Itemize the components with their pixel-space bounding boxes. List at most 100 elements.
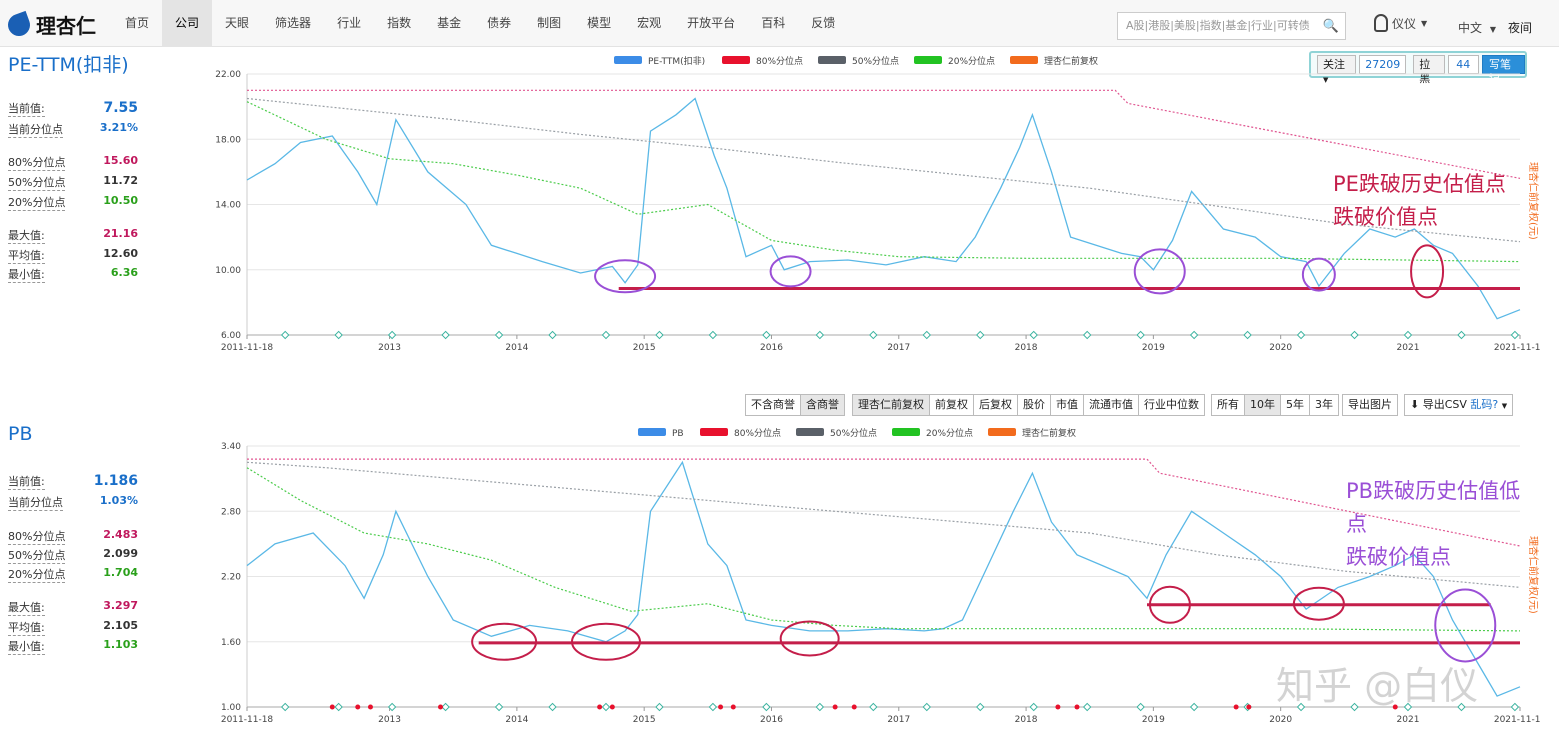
highlight-circle: [570, 622, 641, 661]
x-tick-label: 2011-11-18: [221, 343, 274, 353]
legend-label: 理杏仁前复权: [1022, 427, 1076, 439]
search-icon[interactable]: 🔍: [1322, 19, 1339, 34]
search-placeholder: A股|港股|美股|指数|基金|行业|可转债: [1126, 19, 1310, 32]
language-label: 中文: [1458, 21, 1483, 35]
event-marker: [1243, 330, 1252, 340]
right-axis-label: 理杏仁前复权(元): [1527, 536, 1540, 614]
range-option-button[interactable]: 10年: [1244, 394, 1281, 416]
x-tick-label: 2013: [378, 343, 401, 353]
event-marker: [655, 330, 664, 340]
price-type-option-button[interactable]: 理杏仁前复权: [852, 394, 930, 416]
goodwill-option-button[interactable]: 含商誉: [800, 394, 845, 416]
stat-label: 最大值:: [8, 601, 45, 616]
nav-item[interactable]: 筛选器: [275, 16, 312, 30]
goodwill-option-button[interactable]: 不含商誉: [745, 394, 801, 416]
event-marker: [1350, 702, 1359, 712]
stat-value: 1.704: [103, 566, 138, 579]
night-mode-toggle[interactable]: 夜间: [1508, 21, 1533, 35]
nav-item[interactable]: 基金: [437, 16, 462, 30]
event-marker: [1457, 330, 1466, 340]
event-marker: [494, 330, 504, 340]
nav-item[interactable]: 天眼: [225, 16, 250, 30]
legend-swatch: [614, 56, 642, 64]
event-marker: [815, 702, 825, 712]
search-input[interactable]: A股|港股|美股|指数|基金|行业|可转债 🔍: [1117, 12, 1346, 40]
event-marker: [815, 330, 825, 340]
stat-value: 1.186: [93, 473, 138, 489]
stat-row: 平均值: 12.60: [8, 247, 138, 264]
event-marker: [334, 330, 343, 340]
follow-button[interactable]: 关注 ▼: [1317, 55, 1357, 84]
nav-item[interactable]: 首页: [125, 16, 150, 30]
y-tick-label: 14.00: [215, 201, 241, 211]
stat-label: 最大值:: [8, 229, 45, 244]
price-type-option-button[interactable]: 市值: [1050, 394, 1084, 416]
series-line: [246, 101, 1521, 263]
nav-item[interactable]: 宏观: [637, 16, 662, 30]
stat-row: 最小值: 6.36: [8, 266, 138, 283]
stat-value: 2.105: [103, 619, 138, 632]
event-marker: [708, 702, 718, 712]
stat-label: 当前分位点: [8, 496, 63, 511]
event-marker: [1136, 702, 1145, 712]
x-tick-label: 2015: [633, 343, 656, 353]
pe-panel-title[interactable]: PE-TTM(扣非): [8, 54, 129, 76]
nav-item[interactable]: 反馈: [811, 16, 836, 30]
event-marker: [708, 330, 718, 340]
range-option-button[interactable]: 3年: [1309, 394, 1339, 416]
x-tick-label: 2020: [1269, 343, 1292, 353]
nav-item[interactable]: 债券: [487, 16, 512, 30]
export-image-button[interactable]: 导出图片: [1342, 394, 1398, 416]
price-type-option-button[interactable]: 前复权: [929, 394, 974, 416]
stat-value: 7.55: [103, 100, 138, 116]
stat-label: 最小值:: [8, 640, 45, 655]
user-menu[interactable]: 仪仪 ▼: [1374, 14, 1427, 32]
event-dot: [367, 704, 373, 710]
pb-panel-title[interactable]: PB: [8, 423, 33, 445]
stat-row: 最大值: 3.297: [8, 599, 138, 616]
event-marker: [441, 702, 450, 712]
stat-label: 50%分位点: [8, 176, 66, 191]
pe-chart[interactable]: 6.00 10.00 14.00 18.00 22.00 2011-11-18 2013 20…: [200, 52, 1540, 362]
legend-label: 80%分位点: [734, 427, 781, 439]
nav-item[interactable]: 制图: [537, 16, 562, 30]
price-type-option-button[interactable]: 流通市值: [1083, 394, 1139, 416]
stat-value: 1.103: [103, 638, 138, 651]
price-type-option-button[interactable]: 股价: [1017, 394, 1051, 416]
range-toggle: 所有 10年 5年 3年: [1211, 394, 1339, 416]
pb-chart[interactable]: 1.00 1.60 2.20 2.80 3.40 2011-11-18 2013 2014 20…: [200, 424, 1540, 734]
event-dot: [1392, 704, 1398, 710]
nav-item[interactable]: 开放平台: [687, 16, 736, 30]
nav-item[interactable]: 行业: [337, 16, 362, 30]
event-marker: [922, 702, 932, 712]
nav-item[interactable]: 百科: [761, 16, 786, 30]
price-type-option-button[interactable]: 后复权: [973, 394, 1018, 416]
event-marker: [1403, 330, 1413, 340]
range-option-button[interactable]: 所有: [1211, 394, 1245, 416]
stat-label: 当前值:: [8, 102, 45, 117]
logo[interactable]: 理杏仁: [4, 10, 96, 39]
stat-row: 20%分位点 10.50: [8, 194, 138, 211]
nav-item[interactable]: 模型: [587, 16, 612, 30]
event-dot: [1233, 704, 1239, 710]
event-marker: [762, 702, 771, 712]
x-tick-label: 2016: [760, 715, 783, 725]
range-option-button[interactable]: 5年: [1280, 394, 1310, 416]
legend-label: 80%分位点: [756, 55, 803, 67]
download-icon: ⬇: [1410, 398, 1420, 411]
garbled-link[interactable]: 乱码?: [1470, 398, 1499, 411]
annotation-text: 跌破价值点: [1346, 545, 1451, 569]
export-csv-button[interactable]: ⬇ 导出CSV 乱码? ▼: [1404, 394, 1514, 416]
nav-item[interactable]: 指数: [387, 16, 412, 30]
y-tick-label: 1.60: [221, 638, 241, 648]
stat-value: 2.483: [103, 528, 138, 541]
x-tick-label: 2011-11-18: [221, 715, 274, 725]
language-select[interactable]: 中文 ▼: [1458, 19, 1496, 36]
price-type-option-button[interactable]: 行业中位数: [1138, 394, 1205, 416]
stat-row: 当前分位点 3.21%: [8, 121, 138, 138]
event-dot: [609, 704, 615, 710]
event-marker: [334, 702, 343, 712]
nav-item[interactable]: 公司: [162, 0, 213, 47]
event-marker: [1296, 702, 1306, 712]
legend-label: 理杏仁前复权: [1044, 55, 1098, 67]
